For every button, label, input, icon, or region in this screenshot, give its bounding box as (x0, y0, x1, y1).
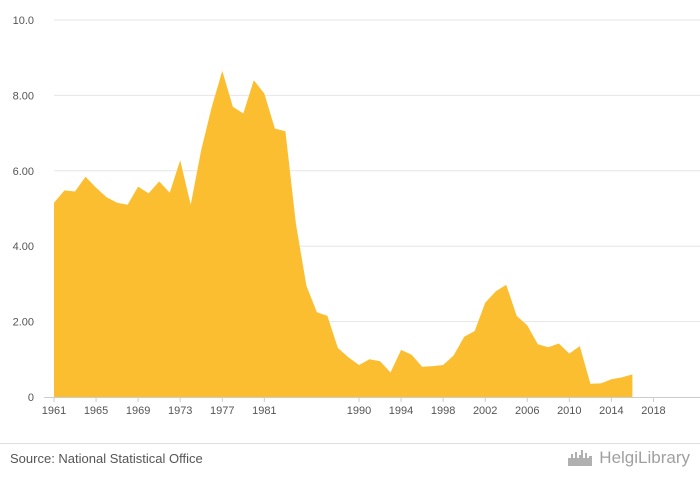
x-tick-label: 2002 (473, 405, 497, 417)
y-tick-label: 8.00 (13, 90, 34, 102)
y-tick-label: 10.0 (13, 15, 34, 27)
x-tick-label: 2018 (641, 405, 665, 417)
area-series (54, 70, 633, 398)
x-axis-ticks: 1961 1965 1969 1973 1977 1981 1990 1994 1998 2002… (42, 397, 666, 417)
x-tick-label: 1990 (347, 405, 371, 417)
x-tick-label: 2006 (515, 405, 539, 417)
y-tick-label: 0 (28, 392, 34, 404)
source-note: Source: National Statistical Office (10, 451, 203, 466)
x-tick-label: 1969 (126, 405, 150, 417)
area-series-fill (54, 70, 633, 398)
brand-logo: HelgiLibrary (567, 448, 690, 468)
x-tick-label: 2014 (599, 405, 623, 417)
x-tick-label: 2010 (557, 405, 581, 417)
city-skyline-icon (568, 450, 593, 466)
y-tick-label: 2.00 (13, 317, 34, 329)
x-tick-label: 1973 (168, 405, 192, 417)
y-axis-ticks: 0 2.00 4.00 6.00 8.00 10.0 (13, 15, 34, 404)
x-tick-label: 1965 (84, 405, 108, 417)
x-tick-label: 1961 (42, 405, 66, 417)
y-tick-label: 4.00 (13, 241, 34, 253)
x-tick-label: 1998 (431, 405, 455, 417)
brand-name: HelgiLibrary (599, 448, 690, 467)
x-tick-label: 1994 (389, 405, 413, 417)
x-tick-label: 1977 (210, 405, 234, 417)
footer-divider (0, 443, 700, 444)
x-tick-label: 1981 (252, 405, 276, 417)
y-tick-label: 6.00 (13, 166, 34, 178)
